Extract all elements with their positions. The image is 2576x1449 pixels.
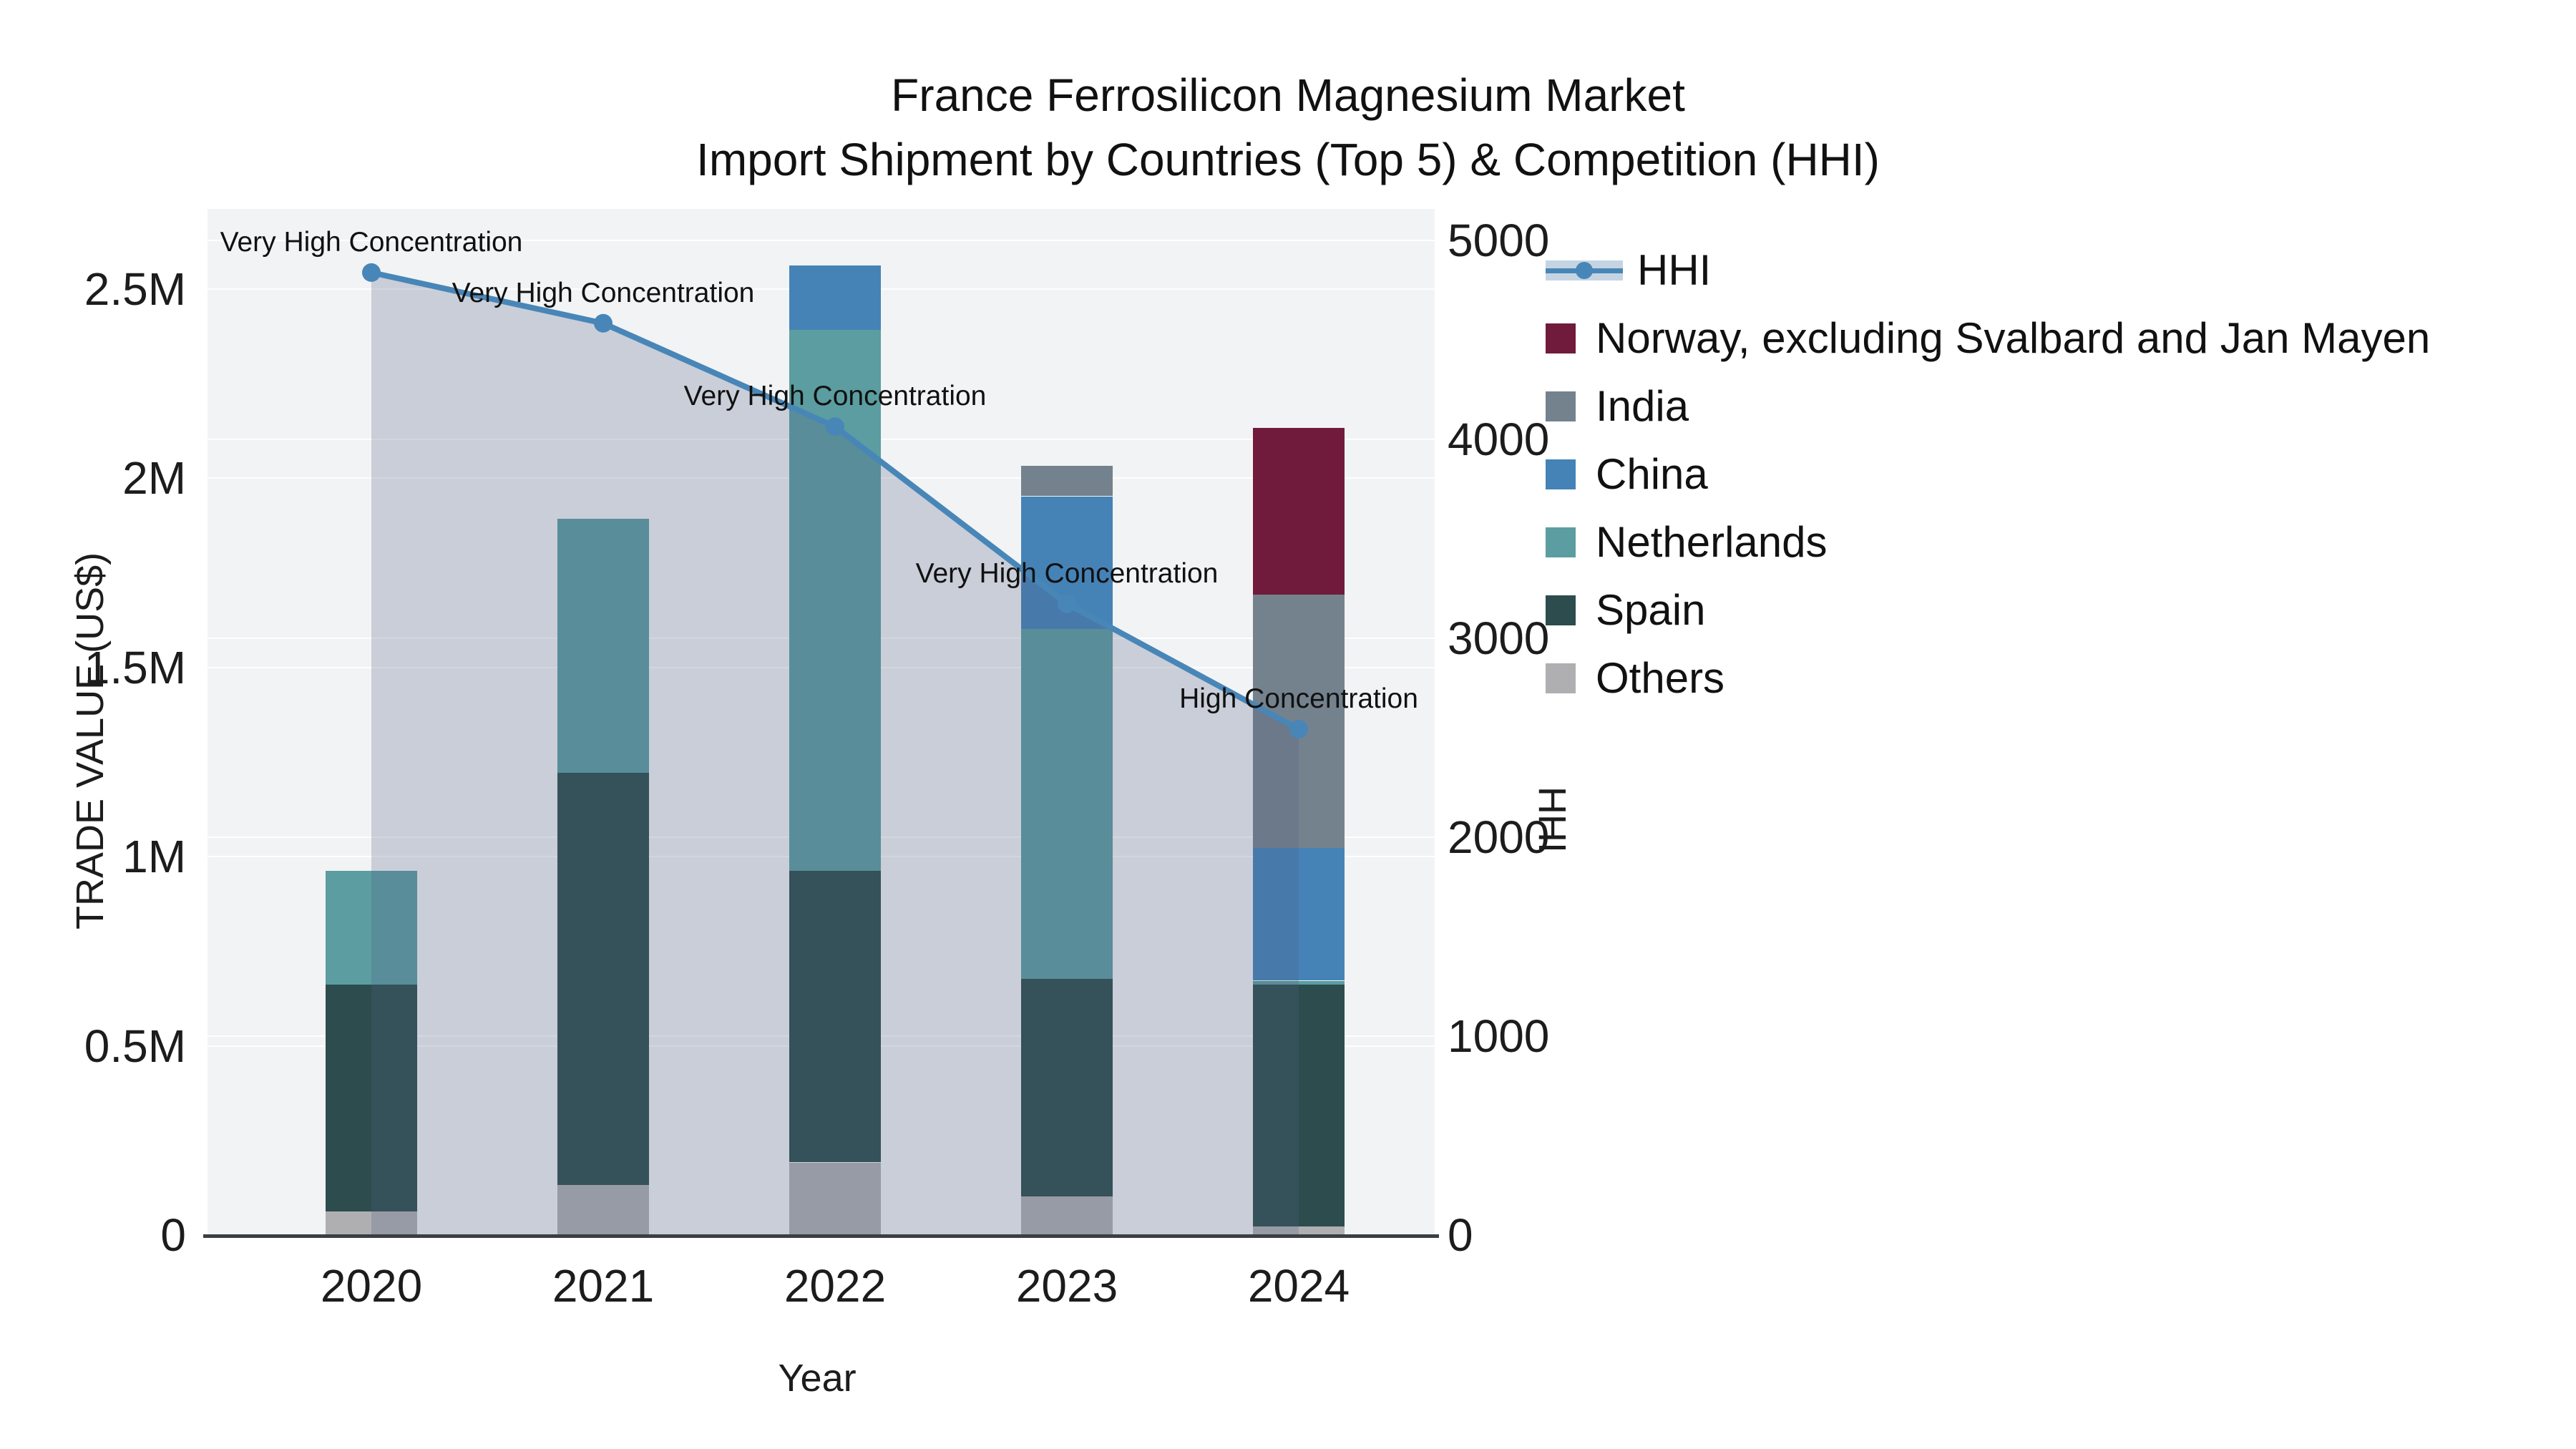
x-tick-2023: 2023 <box>1015 1260 1118 1312</box>
bar-segment-netherlands-2020 <box>326 871 417 985</box>
legend-label: HHI <box>1637 246 1712 294</box>
bar-segment-spain-2024 <box>1253 984 1345 1227</box>
y-tick-2M: 2M <box>122 452 186 504</box>
legend-label: Netherlands <box>1596 518 1828 566</box>
y-tick-0: 0 <box>160 1209 186 1261</box>
legend-item-norway[interactable]: Norway, excluding Svalbard and Jan Mayen <box>1546 304 2430 372</box>
bar-segment-others-2023 <box>1021 1196 1113 1234</box>
legend-label: India <box>1596 382 1689 430</box>
bar-segment-others-2022 <box>789 1162 881 1234</box>
y2-axis-title: HHI <box>1531 786 1574 853</box>
annotation-2024: High Concentration <box>1179 683 1418 714</box>
bar-segment-india-2024 <box>1253 595 1345 849</box>
bar-segment-netherlands-2023 <box>1021 628 1113 979</box>
bar-segment-norway-2024 <box>1253 428 1345 595</box>
x-tick-2024: 2024 <box>1247 1260 1350 1312</box>
legend-swatch <box>1546 459 1576 489</box>
bar-segment-spain-2020 <box>326 984 417 1212</box>
gridline-y2 <box>208 240 1435 241</box>
y-tick-1M: 1M <box>122 831 186 882</box>
bar-segment-others-2024 <box>1253 1226 1345 1234</box>
chart-subtitle: Import Shipment by Countries (Top 5) & C… <box>696 134 1880 185</box>
legend-label: Spain <box>1596 586 1706 634</box>
legend-item-spain[interactable]: Spain <box>1546 576 2430 644</box>
legend-swatch <box>1546 323 1576 353</box>
legend-item-others[interactable]: Others <box>1546 644 2430 712</box>
bar-segment-others-2020 <box>326 1211 417 1234</box>
legend-swatch <box>1546 391 1576 421</box>
y-tick-1.5M: 1.5M <box>84 642 186 693</box>
bar-segment-spain-2023 <box>1021 978 1113 1197</box>
x-tick-2021: 2021 <box>552 1260 655 1312</box>
x-axis-title: Year <box>778 1357 857 1400</box>
legend: HHI Norway, excluding Svalbard and Jan Ma… <box>1546 236 2430 712</box>
y2-tick-3000: 3000 <box>1448 613 1550 664</box>
annotation-2021: Very High Concentration <box>452 278 755 308</box>
bar-segment-india-2023 <box>1021 466 1113 497</box>
y2-tick-4000: 4000 <box>1448 414 1550 465</box>
bar-segment-spain-2022 <box>789 871 881 1163</box>
legend-swatch <box>1546 595 1576 625</box>
legend-item-netherlands[interactable]: Netherlands <box>1546 508 2430 576</box>
annotation-2023: Very High Concentration <box>915 558 1219 589</box>
chart-title: France Ferrosilicon Magnesium Market <box>891 69 1685 121</box>
legend-swatch <box>1546 663 1576 693</box>
legend-item-china[interactable]: China <box>1546 440 2430 508</box>
chart-title-block: France Ferrosilicon Magnesium Market Imp… <box>0 63 2576 192</box>
legend-item-hhi[interactable]: HHI <box>1546 236 2430 304</box>
bar-segment-netherlands-2024 <box>1253 980 1345 985</box>
legend-label: China <box>1596 450 1708 498</box>
annotation-2022: Very High Concentration <box>683 381 987 411</box>
x-tick-2020: 2020 <box>320 1260 423 1312</box>
bar-segment-others-2021 <box>557 1185 649 1234</box>
y2-tick-2000: 2000 <box>1448 811 1550 863</box>
y-tick-2.5M: 2.5M <box>84 263 186 315</box>
bar-segment-spain-2021 <box>557 772 649 1186</box>
annotation-2020: Very High Concentration <box>220 227 523 258</box>
bar-segment-china-2022 <box>789 265 881 330</box>
y2-tick-5000: 5000 <box>1448 215 1550 266</box>
legend-item-india[interactable]: India <box>1546 372 2430 440</box>
x-axis-line <box>203 1234 1439 1238</box>
bar-segment-netherlands-2021 <box>557 519 649 773</box>
hhi-line-legend-icon <box>1546 255 1623 286</box>
legend-label: Others <box>1596 654 1725 702</box>
y-axis-title: TRADE VALUE (US$) <box>69 552 112 930</box>
bar-segment-china-2024 <box>1253 848 1345 981</box>
y2-tick-0: 0 <box>1448 1209 1473 1261</box>
x-tick-2022: 2022 <box>784 1260 887 1312</box>
y2-tick-1000: 1000 <box>1448 1010 1550 1062</box>
y-tick-0.5M: 0.5M <box>84 1020 186 1072</box>
legend-swatch <box>1546 527 1576 557</box>
legend-label: Norway, excluding Svalbard and Jan Mayen <box>1596 314 2431 362</box>
